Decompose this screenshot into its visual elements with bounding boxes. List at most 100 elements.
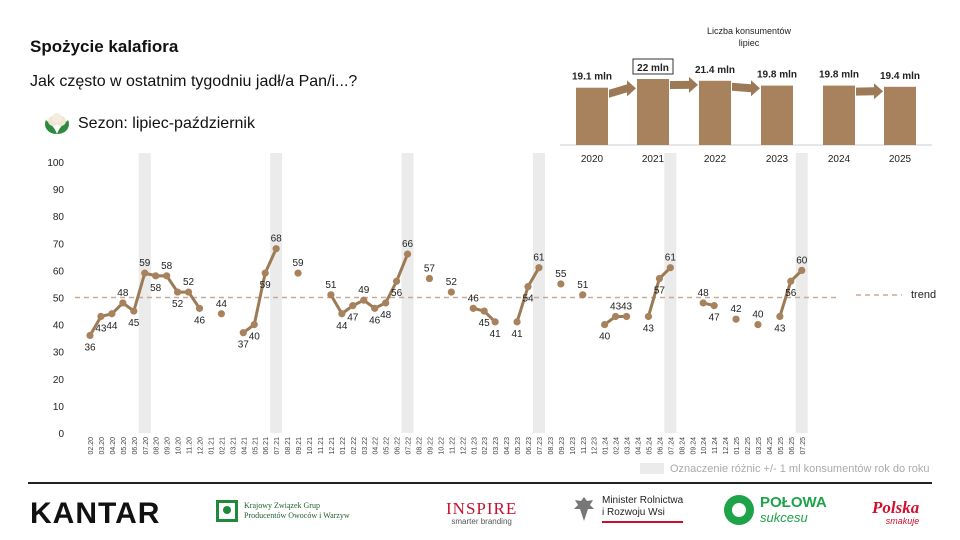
x-tick-label: 03.25	[756, 437, 763, 455]
data-label: 43	[610, 301, 622, 312]
mini-bar-label: 19.8 mln	[819, 70, 859, 81]
data-point	[655, 274, 664, 283]
x-tick-label: 04.24	[636, 437, 643, 455]
x-tick-label: 06.21	[263, 437, 270, 455]
season-highlight	[138, 153, 151, 433]
x-tick-label: 07.21	[274, 437, 281, 455]
x-tick-label: 05.25	[778, 437, 785, 455]
mini-category-label: 2020	[581, 154, 604, 165]
data-label: 49	[358, 285, 370, 296]
data-label: 66	[402, 239, 414, 250]
data-label: 54	[522, 294, 534, 305]
data-label: 44	[336, 321, 348, 332]
x-tick-label: 01.25	[734, 437, 741, 455]
data-label: 47	[347, 313, 359, 324]
y-tick-label: 30	[53, 348, 65, 359]
data-point	[491, 318, 499, 326]
x-tick-label: 11.20	[187, 437, 194, 454]
x-tick-label: 07.22	[406, 437, 413, 455]
data-point	[699, 299, 707, 307]
x-tick-label: 01.23	[471, 437, 478, 455]
mini-category-label: 2025	[889, 154, 912, 165]
x-tick-label: 12.21	[329, 437, 336, 455]
x-tick-label: 08.24	[679, 437, 686, 455]
x-tick-label: 07.23	[537, 437, 544, 455]
mini-bar-label-box	[632, 58, 674, 75]
legend: trend Oznaczenie różnic +/- 1 ml konsumen…	[640, 289, 936, 475]
x-tick-label: 03.23	[493, 437, 500, 455]
data-point	[349, 302, 357, 310]
data-point	[152, 272, 160, 280]
x-tick-label: 03.21	[230, 437, 237, 455]
data-label: 46	[369, 315, 381, 326]
x-tick-label: 11.24	[712, 437, 719, 454]
data-point	[86, 331, 94, 340]
x-tick-label: 08.23	[548, 437, 555, 455]
x-tick-label: 06.22	[395, 437, 402, 455]
data-point	[666, 264, 674, 272]
series-segment	[395, 252, 410, 283]
data-point	[447, 288, 455, 296]
x-tick-label: 05.20	[121, 437, 128, 455]
series-segment	[88, 314, 103, 337]
x-tick-label: 02.22	[351, 437, 358, 455]
footer-divider	[28, 482, 932, 484]
series-segment	[526, 266, 541, 289]
data-label: 43	[643, 323, 655, 334]
data-point	[513, 318, 521, 326]
data-point	[579, 291, 587, 299]
data-point	[732, 315, 740, 323]
x-tick-label: 10.23	[570, 437, 577, 455]
ministry-line-1: Minister Rolnictwa	[602, 495, 684, 506]
series-segment	[646, 277, 661, 318]
data-label: 41	[490, 329, 502, 340]
mini-category-label: 2024	[828, 154, 851, 165]
data-label: 48	[380, 310, 392, 321]
season-label: Sezon: lipiec-październik	[78, 115, 255, 132]
data-label: 45	[128, 318, 140, 329]
x-tick-label: 06.25	[789, 437, 796, 455]
x-tick-label: 11.21	[318, 437, 325, 454]
data-label: 56	[785, 288, 797, 299]
x-tick-label: 02.24	[614, 437, 621, 455]
x-tick-label: 09.22	[427, 437, 434, 455]
polowa-sukcesu-logo: POŁOWA sukcesu	[724, 495, 827, 525]
y-tick-label: 70	[53, 239, 65, 250]
season-highlights	[138, 153, 808, 433]
mini-bar-label: 22 mln	[637, 63, 669, 74]
polska-main: Polska	[872, 498, 920, 517]
x-tick-label: 11.22	[449, 437, 456, 454]
x-tick-label: 03.22	[362, 437, 369, 455]
data-label: 43	[774, 323, 786, 334]
mini-category-label: 2021	[642, 154, 665, 165]
data-label: 68	[271, 234, 283, 245]
data-label: 60	[796, 255, 808, 266]
x-tick-label: 10.21	[307, 437, 314, 455]
data-label: 48	[117, 288, 129, 299]
data-label: 56	[391, 288, 403, 299]
data-point	[141, 269, 149, 277]
data-point	[754, 321, 762, 329]
season-highlight	[270, 153, 283, 433]
x-axis: 02.20 03.20 04.20 05.20 06.20 07.20 08.20 09.20…	[88, 437, 807, 455]
data-label: 40	[249, 332, 261, 343]
data-label: 40	[752, 310, 764, 321]
data-label: 43	[621, 301, 633, 312]
mini-arrow	[856, 83, 883, 100]
kzgp-logo: Krajowy Związek Grup Producentów Owoców …	[216, 500, 350, 522]
y-tick-label: 60	[53, 266, 65, 277]
data-point	[644, 312, 653, 321]
x-tick-label: 12.23	[592, 437, 599, 455]
data-point	[163, 272, 171, 280]
x-tick-label: 09.24	[690, 437, 697, 455]
x-tick-label: 04.25	[767, 437, 774, 455]
data-point	[798, 266, 806, 274]
data-point	[425, 274, 434, 283]
data-point	[108, 310, 116, 318]
x-tick-label: 03.20	[99, 437, 106, 455]
season-highlight	[664, 153, 677, 433]
data-point	[195, 304, 204, 312]
inspire-main: INSPIRE	[446, 499, 518, 518]
x-tick-label: 05.23	[515, 437, 522, 455]
